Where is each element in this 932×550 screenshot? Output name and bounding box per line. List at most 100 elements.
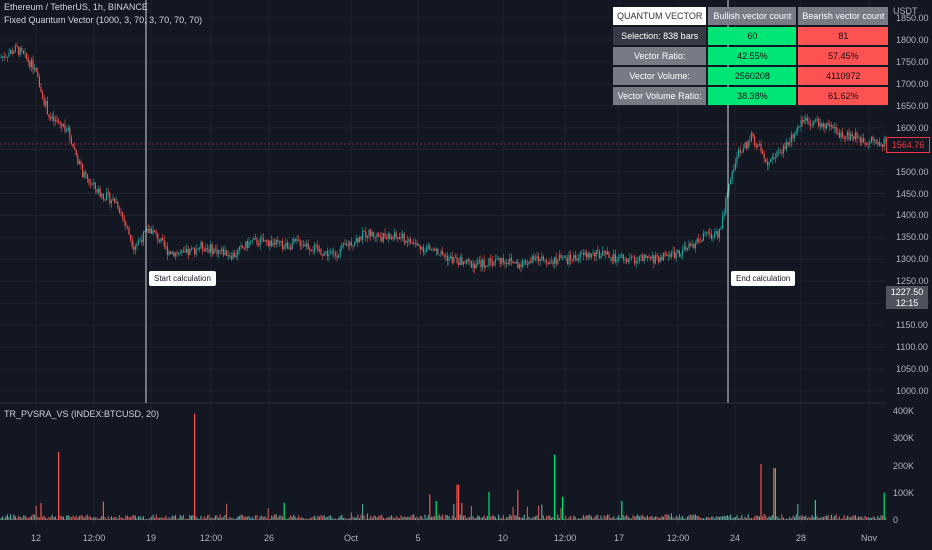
volume-bar [317, 515, 319, 520]
volume-bar [266, 518, 268, 520]
candle-body [469, 260, 471, 262]
candle-body [653, 255, 655, 264]
volume-bar [250, 518, 252, 520]
volume-bar [726, 515, 728, 520]
volume-bar [419, 515, 421, 520]
volume-bar [290, 515, 292, 520]
candle-body [630, 256, 632, 258]
candle-body [179, 252, 181, 254]
volume-bar [339, 516, 341, 520]
volume-bar [242, 514, 244, 520]
volume-bar [14, 516, 16, 520]
candle-body [765, 158, 767, 163]
volume-bar [462, 515, 464, 520]
volume-bar [688, 515, 690, 520]
volume-bar [333, 518, 335, 520]
volume-bar [430, 516, 432, 520]
volume-bar [770, 517, 772, 520]
candle-body [603, 251, 605, 252]
volume-bar [422, 518, 424, 520]
candle-body [309, 248, 311, 250]
volume-bar [547, 515, 549, 520]
volume-bar [846, 515, 848, 520]
candle-body [360, 236, 362, 240]
volume-bar [152, 514, 154, 520]
start-calculation-label[interactable]: Start calculation [149, 271, 216, 286]
volume-bar [528, 516, 530, 520]
volume-bar [838, 516, 840, 520]
candle-body [845, 136, 847, 139]
candle-body [581, 252, 583, 254]
volume-bar [83, 517, 85, 520]
volume-bar [400, 515, 402, 520]
end-calculation-label[interactable]: End calculation [731, 271, 796, 286]
candle-body [320, 249, 322, 256]
candle-body [622, 254, 624, 260]
candle-body [570, 254, 572, 261]
candle-body [346, 244, 348, 245]
candle-body [37, 71, 39, 77]
candle-body [514, 262, 516, 264]
volume-bar [853, 515, 855, 520]
volume-bar [2, 516, 4, 520]
candle-body [493, 263, 495, 266]
candle-body [258, 244, 260, 246]
candle-body [363, 231, 365, 232]
volume-bar [541, 504, 543, 520]
candle-body [840, 132, 842, 138]
volume-bar [538, 505, 540, 520]
volume-bar [136, 518, 138, 520]
volume-bar [774, 468, 776, 520]
volume-bar [782, 517, 784, 520]
candle-body [483, 260, 485, 268]
volume-bar [402, 517, 404, 520]
candle-body [619, 257, 621, 259]
table-row: Vector Volume: 2560208 4110972 [613, 67, 889, 85]
candle-body [664, 252, 666, 255]
candle-body [574, 255, 576, 259]
volume-bar [554, 454, 556, 520]
candle-body [285, 242, 287, 247]
volume-bar [773, 468, 775, 520]
volume-bar [733, 517, 735, 520]
volume-bar [474, 518, 476, 520]
candle-body [30, 59, 32, 68]
volume-bar [117, 518, 119, 520]
price-tick-label: 1850.00 [896, 13, 929, 23]
candle-body [101, 193, 103, 197]
table-title: QUANTUM VECTOR [613, 7, 707, 25]
volume-bar [58, 451, 60, 520]
volume-bar [403, 516, 405, 520]
volume-bar [78, 516, 80, 520]
volume-bar [232, 518, 234, 520]
candle-body [666, 255, 668, 256]
volume-bar [451, 515, 453, 520]
volume-bar [94, 517, 96, 520]
volume-bar [578, 518, 580, 520]
volume-bar [426, 518, 428, 520]
candle-body [181, 250, 183, 253]
candle-body [314, 244, 316, 252]
price-tick-label: 1000.00 [896, 386, 929, 396]
candle-body [843, 137, 845, 139]
volume-bar [155, 514, 157, 520]
volume-bar [91, 518, 93, 520]
volume-bar [278, 515, 280, 520]
volume-bar [637, 514, 639, 520]
volume-bar [557, 514, 559, 520]
volume-bar [267, 508, 269, 520]
candle-body [566, 258, 568, 264]
volume-bar [363, 515, 365, 520]
candle-body [128, 227, 130, 235]
volume-bar [328, 516, 330, 520]
volume-bar [61, 516, 63, 520]
candle-body [438, 254, 440, 256]
volume-bar [59, 515, 61, 520]
candle-body [59, 122, 61, 125]
volume-bar [874, 517, 876, 520]
candle-body [536, 256, 538, 259]
volume-bar [730, 514, 732, 520]
volume-bar [744, 516, 746, 520]
candle-body [171, 252, 173, 254]
